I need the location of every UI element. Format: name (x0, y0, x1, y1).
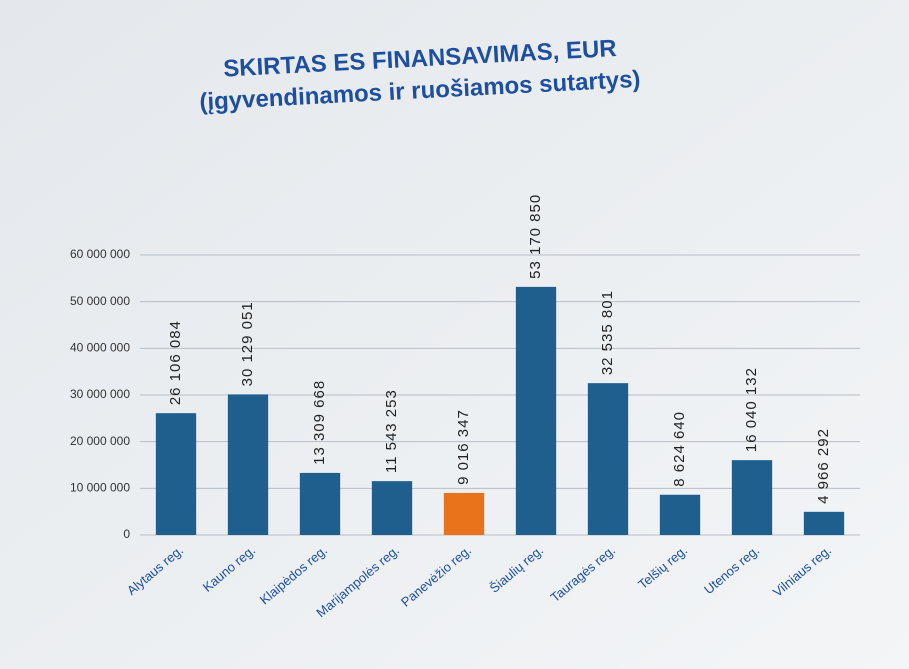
bar (444, 493, 484, 535)
data-label: 13 309 668 (311, 380, 328, 465)
data-label: 30 129 051 (239, 301, 256, 386)
bar (804, 512, 844, 535)
data-label: 26 106 084 (167, 320, 184, 405)
data-label: 4 966 292 (815, 428, 832, 504)
bar (372, 481, 412, 535)
page: {"chart_data": {"type": "bar", "title": … (0, 0, 909, 669)
bar (516, 287, 556, 535)
data-label: 9 016 347 (455, 409, 472, 485)
y-tick-label: 0 (123, 527, 130, 541)
data-label: 11 543 253 (383, 389, 400, 473)
y-tick-label: 10 000 000 (70, 481, 130, 495)
y-tick-label: 20 000 000 (70, 434, 130, 448)
bar (156, 413, 196, 535)
y-tick-label: 30 000 000 (70, 387, 130, 401)
y-tick-label: 50 000 000 (70, 294, 130, 308)
bar (660, 495, 700, 535)
bar (300, 473, 340, 535)
y-tick-label: 60 000 000 (70, 247, 130, 261)
bar (588, 383, 628, 535)
data-label: 32 535 801 (599, 290, 616, 375)
data-label: 16 040 132 (743, 367, 760, 452)
bar (732, 460, 772, 535)
chart: SKIRTAS ES FINANSAVIMAS, EUR (įgyvendina… (0, 0, 909, 669)
bar (228, 394, 268, 535)
data-label: 8 624 640 (671, 411, 688, 487)
data-label: 53 170 850 (527, 194, 544, 279)
y-tick-label: 40 000 000 (70, 341, 130, 355)
